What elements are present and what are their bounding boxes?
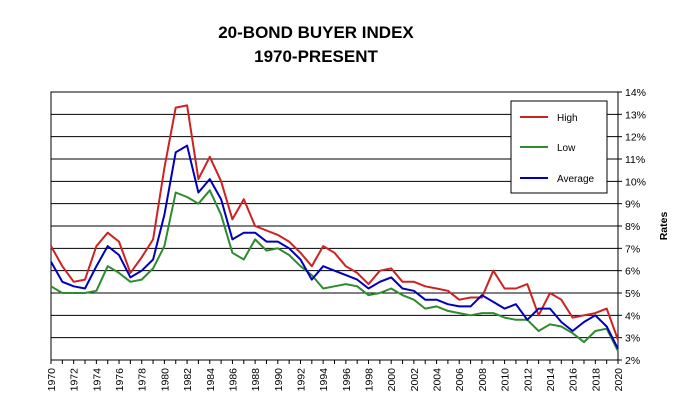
x-tick-label: 1982 xyxy=(182,368,194,392)
x-tick-label: 1990 xyxy=(273,368,285,392)
x-tick-label: 1992 xyxy=(295,368,307,392)
x-tick-label: 2016 xyxy=(568,368,580,392)
x-tick-label: 2018 xyxy=(590,368,602,392)
x-tick-label: 2020 xyxy=(613,368,625,392)
y-tick-label: 13% xyxy=(625,109,646,121)
y-tick-label: 7% xyxy=(625,243,640,255)
chart-subtitle: 1970-PRESENT xyxy=(254,47,378,66)
x-tick-label: 1986 xyxy=(227,368,239,392)
y-tick-label: 12% xyxy=(625,132,646,144)
x-tick-label: 1980 xyxy=(159,368,171,392)
x-tick-label: 2010 xyxy=(500,368,512,392)
y-tick-label: 5% xyxy=(625,288,640,300)
x-tick-label: 1994 xyxy=(318,368,330,392)
y-tick-label: 8% xyxy=(625,221,640,233)
y-tick-label: 14% xyxy=(625,87,646,99)
x-tick-label: 1972 xyxy=(69,368,81,392)
legend-label-low: Low xyxy=(557,143,576,154)
x-tick-label: 2002 xyxy=(409,368,421,392)
y-tick-label: 4% xyxy=(625,310,640,322)
x-tick-label: 2000 xyxy=(386,368,398,392)
y-tick-label: 3% xyxy=(625,333,640,345)
legend-label-average: Average xyxy=(557,174,595,185)
x-axis: 1970 1972 1974 1976 1978 1980 1982 1984 1986 1988… xyxy=(46,360,625,391)
y-axis: 2% 3% 4% 5% 6% 7% 8% 9% 10% 11% 12% 13% 14% xyxy=(618,87,646,367)
x-tick-label: 2014 xyxy=(545,368,557,392)
y-tick-label: 2% xyxy=(625,355,640,367)
y-tick-label: 9% xyxy=(625,199,640,211)
x-tick-label: 1998 xyxy=(364,368,376,392)
x-tick-label: 2006 xyxy=(454,368,466,392)
y-axis-label: Rates xyxy=(658,212,670,241)
x-tick-label: 1974 xyxy=(91,368,103,392)
series-line-average xyxy=(50,144,619,350)
x-tick-label: 1984 xyxy=(205,368,217,392)
grid-lines xyxy=(51,113,618,339)
x-tick-label: 1978 xyxy=(137,368,149,392)
series-line-low xyxy=(50,189,619,352)
chart-title: 20-BOND BUYER INDEX xyxy=(218,23,414,42)
legend: High Low Average xyxy=(510,100,608,194)
series-line-high xyxy=(50,104,619,341)
x-tick-label: 2012 xyxy=(522,368,534,392)
legend-label-high: High xyxy=(557,113,578,124)
x-tick-label: 1970 xyxy=(46,368,58,392)
series-lines xyxy=(50,104,619,352)
x-tick-label: 1988 xyxy=(250,368,262,392)
y-tick-label: 11% xyxy=(625,154,645,166)
x-tick-label: 1996 xyxy=(341,368,353,392)
x-tick-label: 1976 xyxy=(114,368,126,392)
y-tick-label: 6% xyxy=(625,266,640,278)
y-tick-label: 10% xyxy=(625,176,646,188)
x-tick-label: 2008 xyxy=(477,368,489,392)
x-tick-label: 2004 xyxy=(432,368,444,392)
